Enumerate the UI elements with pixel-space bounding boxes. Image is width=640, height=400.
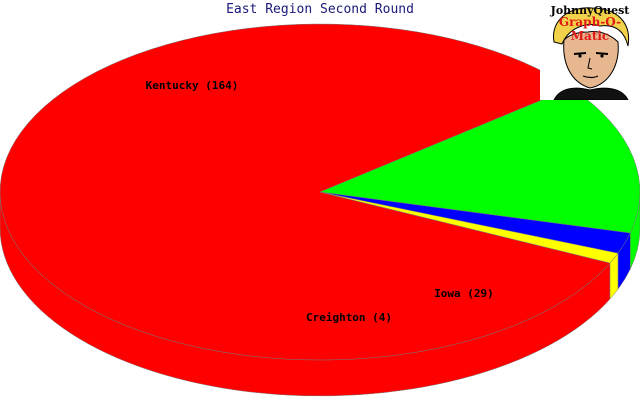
logo-text-johnnyquest: JohnnyQuest [550,4,630,17]
pie-slice-other [319,191,619,264]
pie-top-face [0,23,640,361]
pie-slice-iowa [319,87,640,234]
boy-face-icon [553,7,630,100]
slice-label-kentucky: Kentucky (164) [146,79,239,92]
pie-labels: Kentucky (164) Iowa (29) Creighton (4) [146,79,494,324]
slice-label-iowa: Iowa (29) [434,287,494,300]
slice-label-creighton: Creighton (4) [306,311,392,324]
chart-title: East Region Second Round [226,2,414,17]
logo-text-graph-o-matic: Graph-O-Matic [558,15,622,43]
pie-slice-kentucky [0,23,611,361]
graph-o-matic-logo: JohnnyQuest Graph-O-Matic [540,0,640,100]
